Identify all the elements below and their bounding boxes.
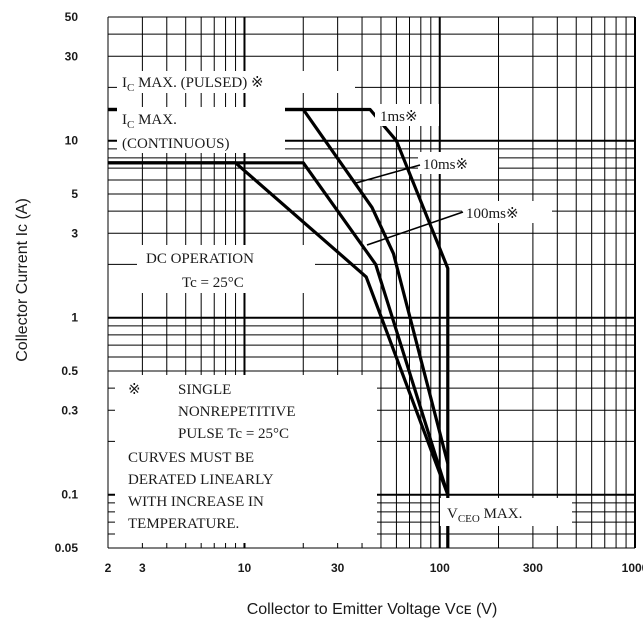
y-tick-label: 0.5 <box>61 364 78 378</box>
x-tick-label: 3 <box>139 561 146 575</box>
leader-10ms <box>355 164 421 184</box>
y-axis-title: Collector Current Iᴄ (A) <box>14 198 31 362</box>
label-1ms: 1ms※ <box>380 109 418 125</box>
y-tick-label: 3 <box>71 226 78 240</box>
series-line <box>108 161 450 496</box>
x-axis-title: Collector to Emitter Voltage Vᴄᴇ (V) <box>247 601 498 618</box>
x-tick-label: 1000 <box>622 561 643 575</box>
y-tick-label: 30 <box>65 49 79 63</box>
y-tick-label: 10 <box>65 134 79 148</box>
ic-pulsed-label: IC MAX. (PULSED) ※ <box>122 75 264 94</box>
x-tick-label: 10 <box>238 561 252 575</box>
label-100ms: 100ms※ <box>466 206 519 222</box>
x-tick-label: 2 <box>105 561 112 575</box>
dc-operation-label: DC OPERATION <box>146 251 254 267</box>
y-tick-label: 50 <box>65 10 79 24</box>
x-tick-label: 30 <box>331 561 345 575</box>
note-line-1: SINGLE <box>178 382 231 398</box>
label-10ms: 10ms※ <box>423 157 468 173</box>
y-tick-label: 0.05 <box>55 541 79 555</box>
vceo-label: VCEO MAX. <box>447 506 522 525</box>
ic-pulsed-box <box>117 71 355 93</box>
vceo-box <box>440 498 572 526</box>
note-line-7: TEMPERATURE. <box>128 516 239 532</box>
dc-tc-label: Tc = 25°C <box>182 275 244 291</box>
note-box <box>115 375 377 543</box>
note-mark: ※ <box>128 382 141 398</box>
y-tick-label: 0.1 <box>61 488 78 502</box>
label-10ms-box <box>418 152 498 174</box>
ic-continuous-label-line2: (CONTINUOUS) <box>122 136 230 152</box>
label-100ms-box <box>462 201 552 223</box>
y-tick-label: 5 <box>71 187 78 201</box>
ic-continuous-label: IC MAX. <box>122 112 177 131</box>
ic-continuous-box <box>117 107 285 153</box>
leader-100ms <box>366 211 464 246</box>
label-1ms-box <box>375 104 439 126</box>
note-line-2: NONREPETITIVE <box>178 404 295 420</box>
note-line-6: WITH INCREASE IN <box>128 494 264 510</box>
note-line-4: CURVES MUST BE <box>128 450 254 466</box>
note-line-5: DERATED LINEARLY <box>128 472 274 488</box>
y-tick-label: 1 <box>71 311 78 325</box>
x-tick-label: 100 <box>430 561 450 575</box>
tick-labels: 2 3 10 30 100 300 1000 50 30 10 5 3 1 0.5 0.3 0.1 0.05 <box>55 10 643 575</box>
x-tick-label: 300 <box>523 561 543 575</box>
note-line-3: PULSE Tc = 25°C <box>178 426 289 442</box>
y-tick-label: 0.3 <box>61 403 78 417</box>
dc-operation-box <box>137 245 315 293</box>
